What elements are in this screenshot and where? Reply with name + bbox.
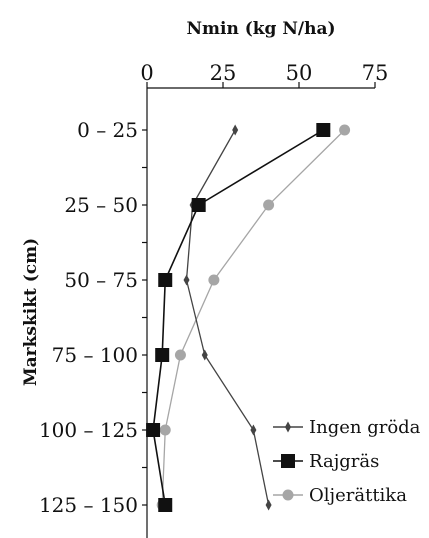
- series-0-point-2: [183, 274, 190, 286]
- series-2-point-3: [174, 349, 186, 361]
- legend-marker-0: [285, 421, 291, 433]
- series-0-point-3: [201, 349, 208, 361]
- series-2-point-2: [208, 274, 220, 286]
- series-1-point-1: [191, 198, 206, 212]
- series-1-point-5: [158, 498, 173, 512]
- legend-label-0: Ingen gröda: [309, 417, 421, 438]
- chart-title: Nmin (kg N/ha): [186, 19, 335, 39]
- series-0-point-5: [265, 499, 272, 511]
- series-1-point-0: [316, 123, 331, 137]
- legend: Ingen gröda Rajgräs Oljerättika: [273, 417, 421, 506]
- series-2-point-0: [339, 124, 351, 136]
- series-2-point-4: [159, 424, 171, 436]
- x-axis: 0 25 50 75: [140, 61, 388, 89]
- y-tick-label-0: 0 – 25: [77, 118, 138, 142]
- y-axis-label: Markskikt (cm): [21, 238, 41, 386]
- series-0-point-0: [232, 124, 239, 136]
- legend-item-1: Rajgräs: [273, 451, 379, 472]
- y-tick-label-2: 50 – 75: [64, 268, 138, 292]
- legend-marker-2: [282, 489, 294, 501]
- series-0-point-4: [250, 424, 257, 436]
- x-tick-label-2: 50: [286, 61, 313, 85]
- series-layer: [146, 123, 351, 512]
- x-tick-label-1: 25: [210, 61, 237, 85]
- series-2-line: [161, 129, 346, 506]
- series-2: [156, 124, 351, 511]
- series-1-point-3: [155, 348, 170, 362]
- y-tick-label-4: 100 – 125: [39, 418, 138, 442]
- x-tick-label-0: 0: [140, 61, 153, 85]
- series-0-line: [185, 129, 270, 506]
- y-axis: 0 – 25 25 – 50 50 – 75 75 – 100 100 – 125 125…: [39, 88, 148, 538]
- legend-item-0: Ingen gröda: [273, 417, 421, 438]
- series-1: [146, 123, 331, 512]
- y-tick-label-3: 75 – 100: [52, 343, 138, 367]
- series-1-point-2: [158, 273, 173, 287]
- y-tick-label-5: 125 – 150: [39, 493, 138, 517]
- legend-label-2: Oljerättika: [309, 485, 407, 506]
- y-ticks: 0 – 25 25 – 50 50 – 75 75 – 100 100 – 125 125…: [39, 118, 147, 517]
- series-2-point-1: [263, 199, 275, 211]
- y-tick-label-1: 25 – 50: [64, 193, 138, 217]
- x-tick-label-3: 75: [362, 61, 389, 85]
- legend-label-1: Rajgräs: [309, 451, 379, 472]
- legend-item-2: Oljerättika: [273, 485, 407, 506]
- legend-marker-1: [281, 454, 295, 468]
- series-1-line: [152, 129, 324, 506]
- x-ticks: 0 25 50 75: [140, 61, 388, 88]
- series-1-point-4: [146, 423, 161, 437]
- series-0: [183, 124, 272, 511]
